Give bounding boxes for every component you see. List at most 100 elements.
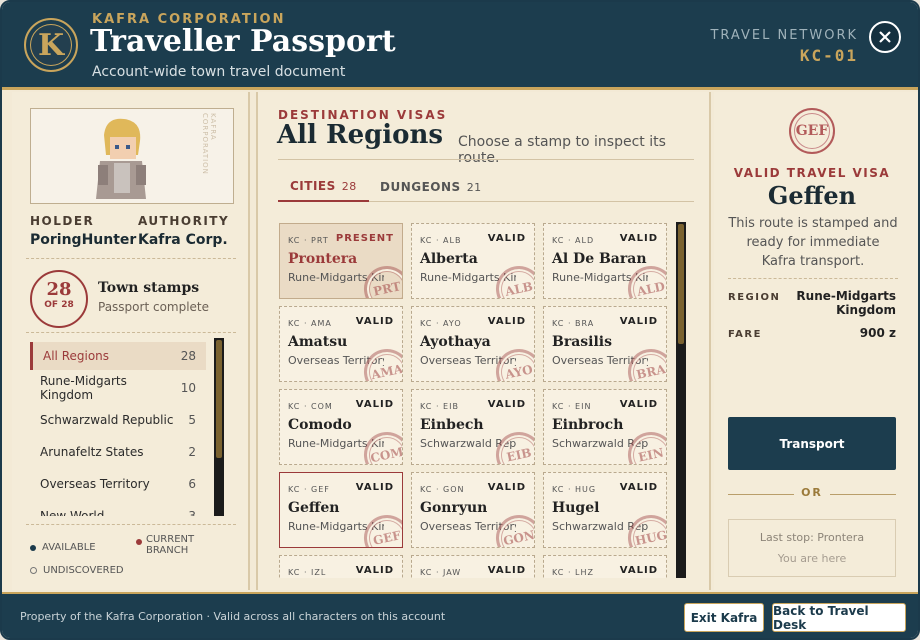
last-stop-box: Last stop: Prontera You are here <box>728 519 896 577</box>
network-label: TRAVEL NETWORK <box>710 28 858 43</box>
divider <box>26 332 236 333</box>
visa-code: KC · JAW <box>420 568 462 577</box>
visa-region: Schwarzwald Republic <box>420 437 516 450</box>
region-name: Arunafeltz States <box>40 445 144 459</box>
stamp-counter: 28 OF 28 <box>30 270 88 328</box>
tab-count: 28 <box>341 179 357 193</box>
destinations-panel: DESTINATION VISAS All Regions Choose a s… <box>256 92 711 590</box>
visa-region: Overseas Territory <box>420 354 516 367</box>
holder-name: PoringHunter <box>30 232 137 248</box>
tab[interactable]: DUNGEONS 21 <box>368 172 494 202</box>
visa-card[interactable]: KC · EIN VALID Schwarzwald RepublicEINEinb… <box>543 389 667 465</box>
visa-status: VALID <box>487 482 526 493</box>
visa-card[interactable]: KC · JAW VALID <box>411 555 535 578</box>
visa-name: Amatsu <box>288 334 348 350</box>
visa-name: Prontera <box>288 251 358 267</box>
visa-card[interactable]: KC · IZL VALID <box>279 555 403 578</box>
region-count: 3 <box>188 509 196 516</box>
tab-count: 21 <box>466 180 482 194</box>
region-name: Overseas Territory <box>40 477 150 491</box>
visa-status: VALID <box>619 565 658 576</box>
authority-name: Kafra Corp. <box>138 232 228 248</box>
visa-name: Hugel <box>552 500 600 516</box>
visa-stamp: EIB <box>491 427 534 464</box>
last-stop: Last stop: Prontera <box>759 531 865 544</box>
stamps-status: Passport complete <box>98 300 210 314</box>
portrait-sprite <box>96 118 146 199</box>
visa-stamp: COM <box>359 427 402 464</box>
back-button[interactable]: Back to Travel Desk <box>772 603 906 632</box>
region-item[interactable]: Rune-Midgarts Kingdom 10 <box>30 374 206 402</box>
visa-code: KC · AYO <box>420 319 462 328</box>
legend-undiscovered: UNDISCOVERED <box>30 565 124 576</box>
visa-stamp: PRT <box>359 261 402 298</box>
region-item[interactable]: Schwarzwald Republic 5 <box>30 406 206 434</box>
region-item[interactable]: All Regions 28 <box>30 342 206 370</box>
visa-region: Overseas Territory <box>288 354 384 367</box>
visa-status: VALID <box>487 316 526 327</box>
detail-kicker: VALID TRAVEL VISA <box>733 166 891 180</box>
brand: KAFRA CORPORATION <box>92 12 286 27</box>
network-code: KC-01 <box>799 46 858 65</box>
divider <box>26 524 236 525</box>
visa-name: Ayothaya <box>420 334 491 350</box>
visa-status: VALID <box>355 565 394 576</box>
visa-region: Overseas Territory <box>552 354 648 367</box>
visa-card[interactable]: KC · BRA VALID Overseas Territory BRA Brasil… <box>543 306 667 382</box>
visa-status: VALID <box>619 233 658 244</box>
close-button[interactable] <box>869 21 901 53</box>
portrait: KAFRA CORPORATION <box>30 108 234 204</box>
visa-card[interactable]: KC · AYO VALID Overseas Territory AYO Ayotha… <box>411 306 535 382</box>
visa-code: KC · BRA <box>552 319 595 328</box>
divider <box>728 278 898 279</box>
visa-stamp: ALB <box>491 261 534 298</box>
tab-label: CITIES <box>290 179 336 193</box>
visa-code: KC · ALD <box>552 236 595 245</box>
or-separator: OR <box>794 486 830 499</box>
visa-code: KC · EIN <box>552 402 592 411</box>
tab[interactable]: CITIES 28 <box>278 172 369 202</box>
holder-label: HOLDER <box>30 214 95 228</box>
visa-card[interactable]: KC · GEF VALID Rune-Midgarts KingdomGEF Gef… <box>279 472 403 548</box>
visa-card[interactable]: KC · AMA VALID Overseas Territory AMA Amatsu <box>279 306 403 382</box>
visa-stamp: GEF <box>359 510 402 547</box>
visa-name: Comodo <box>288 417 352 433</box>
visa-card[interactable]: KC · HUG VALID Schwarzwald RepublicHUG Huge… <box>543 472 667 548</box>
visa-stamp: AYO <box>491 344 534 381</box>
visa-status: VALID <box>355 316 394 327</box>
visa-code: KC · COM <box>288 402 333 411</box>
region-item[interactable]: Arunafeltz States 2 <box>30 438 206 466</box>
visa-stamp: BRA <box>623 344 666 381</box>
visa-card[interactable]: KC · EIB VALID Schwarzwald RepublicEIB Einb… <box>411 389 535 465</box>
exit-button[interactable]: Exit Kafra <box>684 603 764 632</box>
region-count: 2 <box>188 445 196 459</box>
transport-button[interactable]: Transport <box>728 417 896 470</box>
visa-code: KC · LHZ <box>552 568 594 577</box>
region-item[interactable]: Overseas Territory 6 <box>30 470 206 498</box>
visa-card[interactable]: KC · PRT PRESENT Rune-Midgarts KingdomPRTP… <box>279 223 403 299</box>
visa-name: Brasilis <box>552 334 612 350</box>
visa-stamp: GON <box>491 510 534 547</box>
divider <box>278 159 694 160</box>
tab-label: DUNGEONS <box>380 180 461 194</box>
detail-name: Geffen <box>767 181 857 210</box>
visa-status: VALID <box>487 565 526 576</box>
footer-note: Property of the Kafra Corporation · Vali… <box>20 610 446 623</box>
region-name: Rune-Midgarts Kingdom <box>40 374 127 402</box>
visa-card[interactable]: KC · ALB VALID Rune-Midgarts KingdomALB Alb… <box>411 223 535 299</box>
visa-status: VALID <box>619 316 658 327</box>
tabs: CITIES 28 DUNGEONS 21 <box>278 172 694 202</box>
visa-card[interactable]: KC · ALD VALID Rune-Midgarts KingdomALDAl … <box>543 223 667 299</box>
visa-region: Overseas Territory <box>420 520 516 533</box>
region-name: Schwarzwald Republic <box>40 413 174 427</box>
visa-card[interactable]: KC · COM VALID Rune-Midgarts KingdomCOM Com… <box>279 389 403 465</box>
visa-region: Rune-Midgarts Kingdom <box>552 271 648 284</box>
region-item[interactable]: New World 3 <box>30 502 206 516</box>
visa-status: VALID <box>487 399 526 410</box>
visa-card[interactable]: KC · LHZ VALID <box>543 555 667 578</box>
visa-status: VALID <box>487 233 526 244</box>
footer: Property of the Kafra Corporation · Vali… <box>2 592 918 638</box>
visa-card[interactable]: KC · GON VALID Overseas Territory GON Gonryu… <box>411 472 535 548</box>
legend-available: AVAILABLE <box>30 542 96 553</box>
